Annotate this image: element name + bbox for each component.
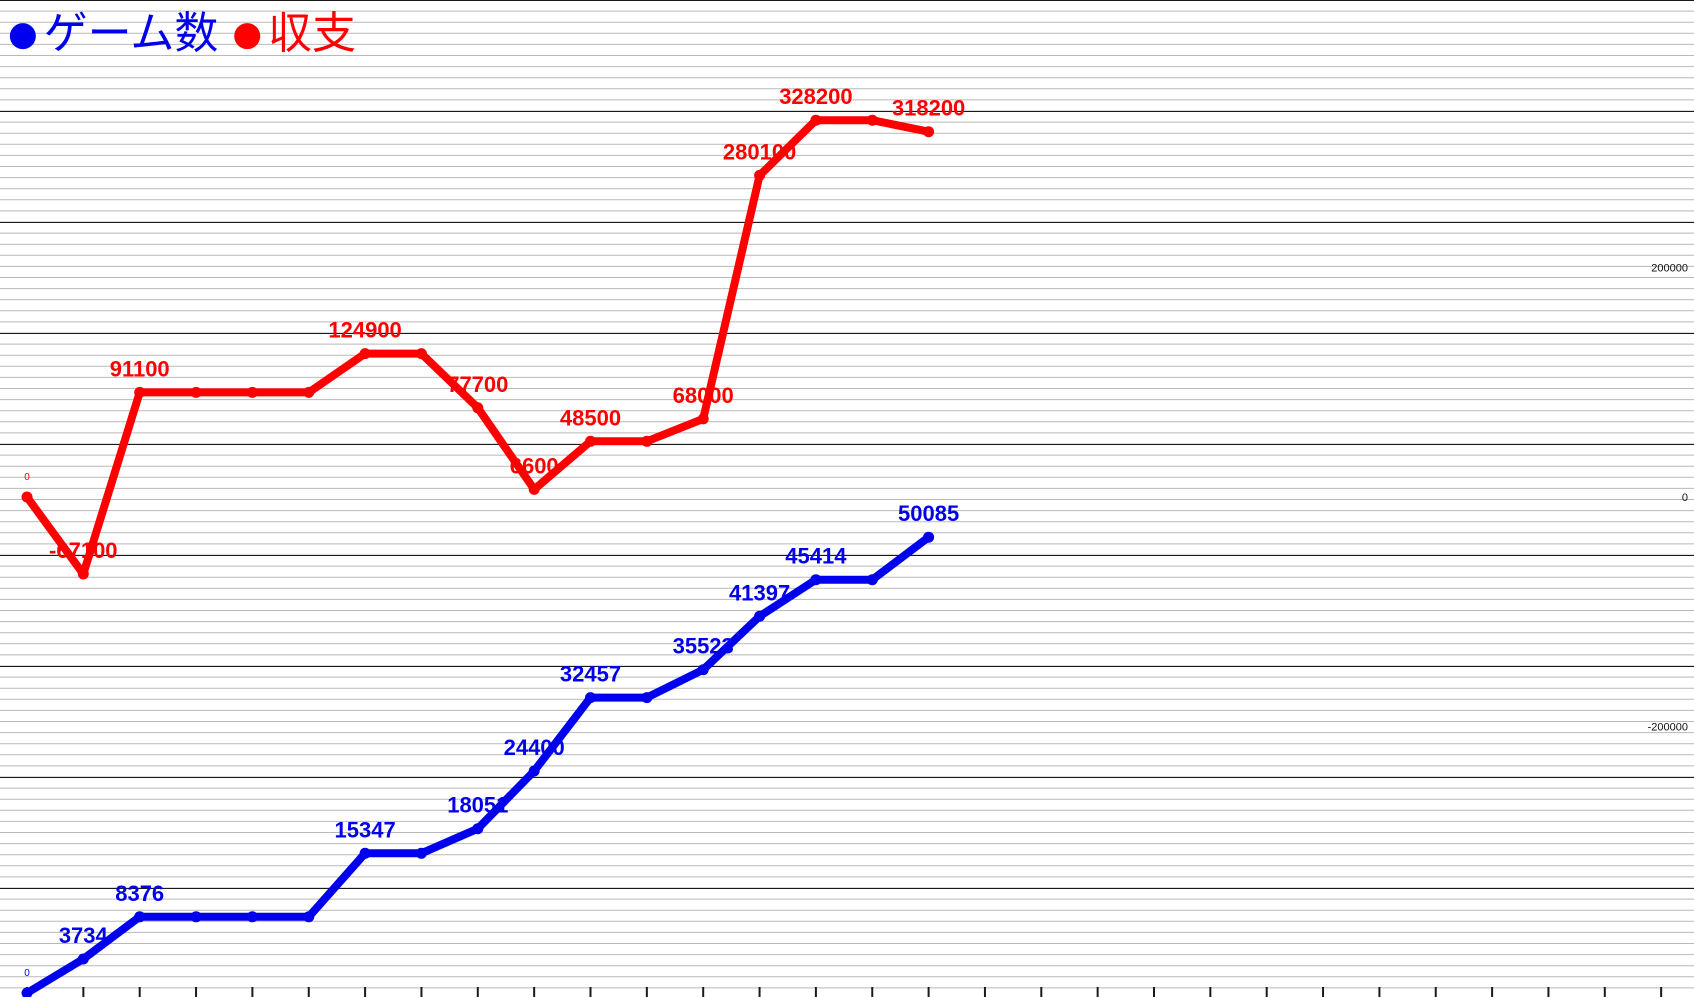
data-point	[77, 568, 89, 580]
data-point	[923, 126, 935, 138]
data-label: 124900	[328, 318, 401, 343]
data-label: 91100	[110, 356, 170, 381]
data-point	[697, 664, 709, 676]
data-point	[303, 911, 315, 923]
data-point	[134, 386, 146, 398]
right-axis-tick-label: 0	[1682, 492, 1688, 504]
right-axis-tick-label: 200000	[1651, 262, 1688, 274]
data-point	[415, 847, 427, 859]
data-point	[866, 114, 878, 126]
legend-dot-games: ●	[8, 14, 38, 54]
data-label: 18051	[447, 793, 508, 818]
data-label: 328200	[779, 84, 852, 109]
data-label: 77700	[447, 372, 508, 397]
data-point	[585, 692, 596, 704]
data-point	[810, 114, 822, 126]
data-point	[303, 386, 315, 398]
series-line-0	[23, 533, 933, 997]
data-point	[810, 574, 822, 586]
data-point	[641, 692, 653, 704]
data-label: 48500	[560, 405, 621, 430]
data-point	[190, 386, 202, 398]
data-label: -67100	[49, 538, 118, 563]
data-point	[923, 531, 935, 543]
data-label: 50085	[898, 501, 959, 526]
data-label: 318200	[892, 96, 965, 121]
data-point	[21, 491, 33, 503]
data-label: 8376	[115, 881, 164, 906]
series-lines	[21, 114, 935, 997]
legend-item-balance: ● 収支	[232, 6, 356, 62]
legend-label-games: ゲーム数	[43, 8, 219, 59]
data-point	[528, 483, 540, 495]
data-point	[472, 823, 484, 835]
data-point	[754, 169, 766, 181]
data-label: 3734	[59, 923, 109, 948]
data-point	[190, 911, 202, 923]
data-point	[641, 435, 653, 447]
data-label: 24400	[504, 735, 565, 760]
data-point	[359, 847, 371, 859]
right-axis: 200000 0 -200000	[1648, 262, 1688, 733]
data-label: 68000	[673, 383, 734, 408]
legend-label-balance: 収支	[268, 8, 357, 59]
data-point	[21, 987, 33, 997]
data-point	[472, 402, 484, 414]
legend-item-games: ● ゲーム数	[8, 6, 218, 62]
data-label: 35523	[673, 634, 734, 659]
data-label: 15347	[335, 817, 396, 842]
data-point	[697, 413, 709, 425]
data-point	[359, 348, 371, 360]
data-point	[246, 911, 258, 923]
data-point	[415, 348, 427, 360]
data-point	[866, 574, 878, 586]
data-point	[528, 765, 540, 777]
x-axis-ticks	[26, 987, 1663, 997]
data-point	[585, 435, 596, 447]
data-label: 0	[24, 472, 30, 483]
legend-dot-balance: ●	[232, 14, 263, 54]
legend: ● ゲーム数 ● 収支	[8, 6, 370, 62]
data-point	[246, 386, 258, 398]
data-label: 0	[24, 968, 30, 979]
data-label: 45414	[785, 544, 847, 569]
data-label: 6600	[510, 453, 559, 478]
right-axis-tick-label: -200000	[1648, 722, 1688, 734]
data-label: 41397	[729, 580, 790, 605]
data-label: 32457	[560, 662, 621, 687]
data-point	[134, 911, 146, 923]
data-point	[77, 953, 89, 965]
data-point	[754, 610, 766, 622]
data-label: 280100	[723, 139, 796, 164]
